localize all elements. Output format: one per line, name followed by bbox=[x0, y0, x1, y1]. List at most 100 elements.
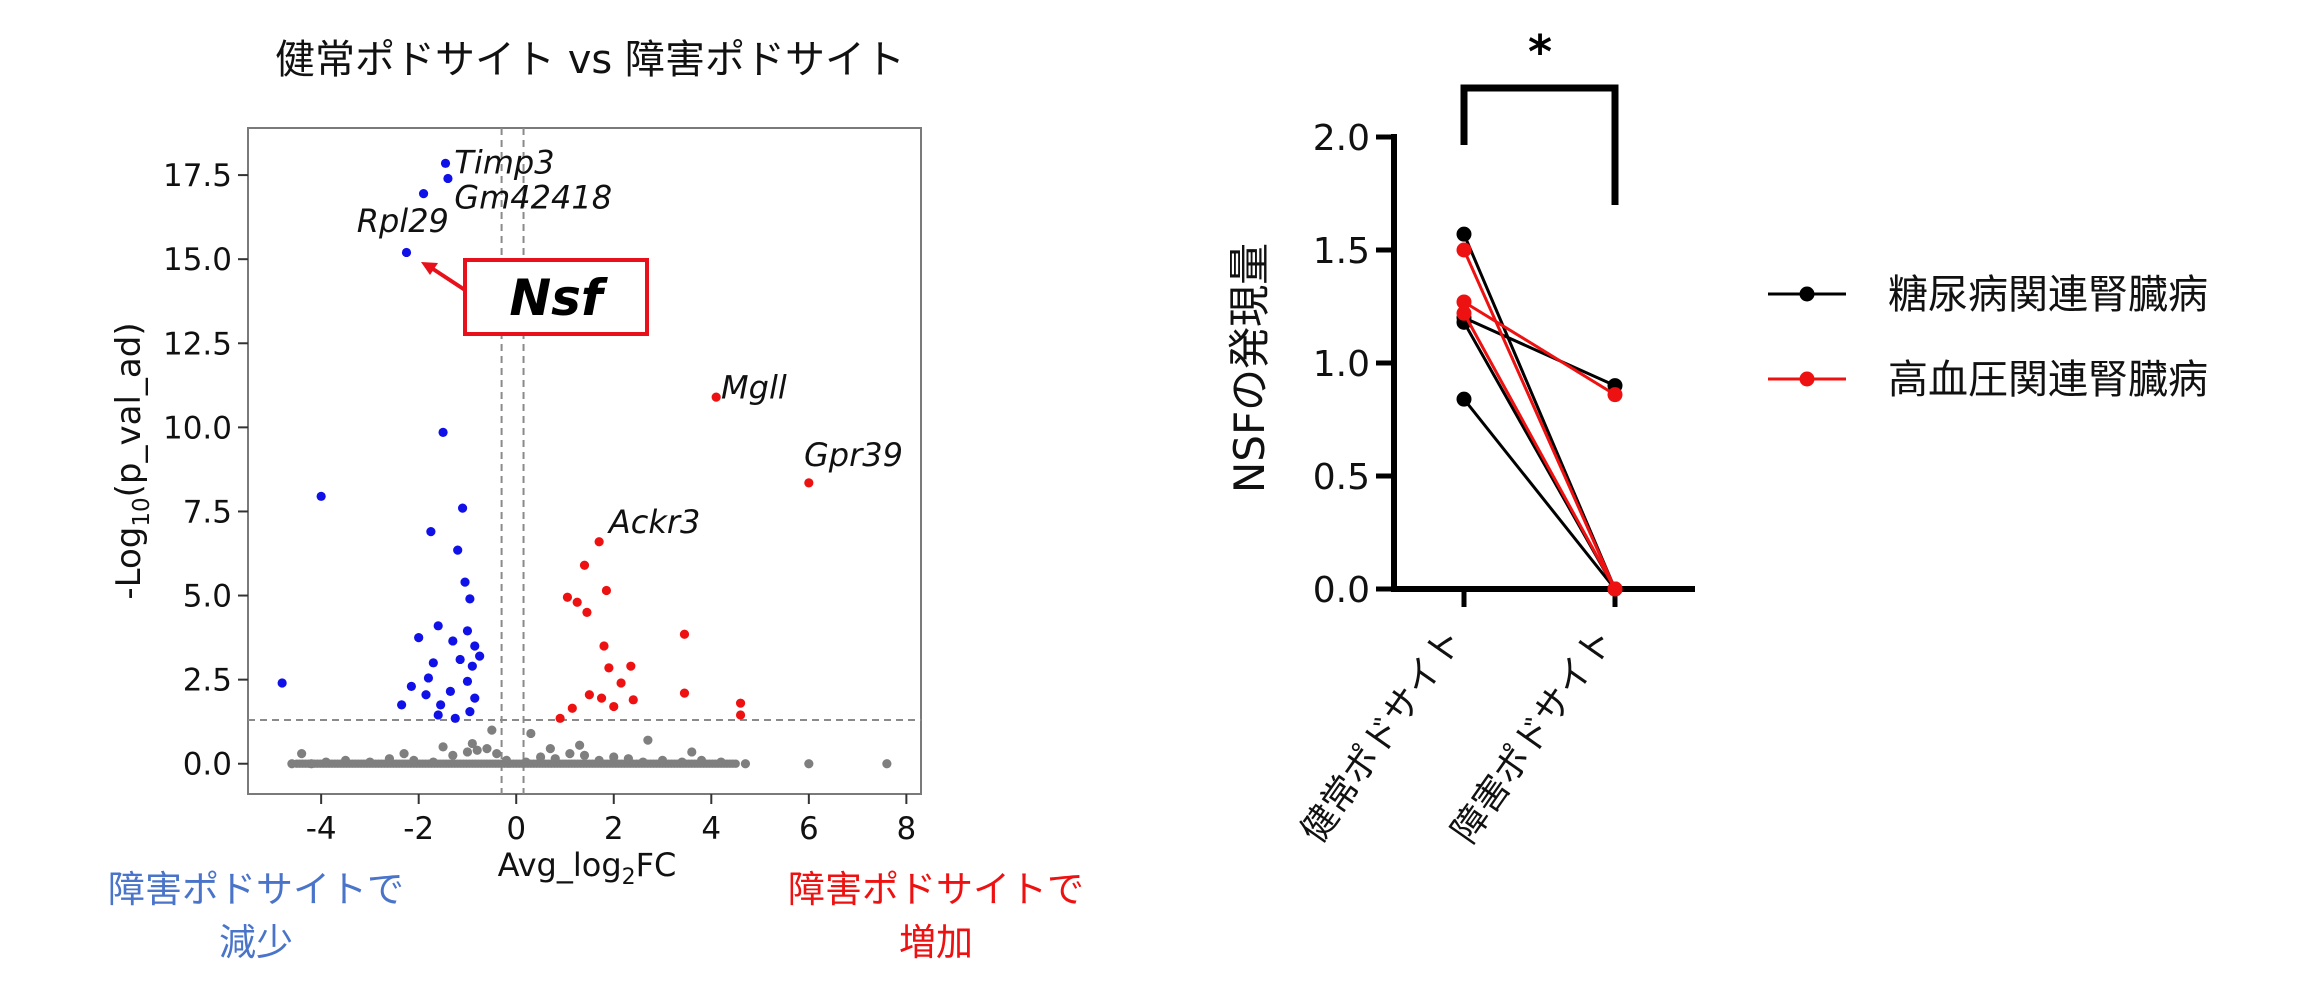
y-tick-label-0: 0.0 bbox=[183, 747, 232, 783]
up-point-21 bbox=[555, 713, 565, 723]
down-point-4 bbox=[316, 491, 326, 501]
ns-point-25 bbox=[677, 757, 687, 767]
ns-point-15 bbox=[521, 757, 531, 767]
ns-point-5 bbox=[365, 757, 375, 767]
ns-point-9 bbox=[448, 750, 458, 760]
ns-point-10 bbox=[462, 747, 473, 757]
up-point-10 bbox=[626, 661, 636, 671]
volcano-points bbox=[277, 158, 892, 769]
up-point-1 bbox=[804, 478, 814, 488]
ns-point-11 bbox=[472, 745, 482, 755]
down-point-20 bbox=[397, 700, 407, 710]
ns-point-26 bbox=[696, 755, 707, 765]
down-point-24 bbox=[445, 686, 455, 697]
ns-point-17 bbox=[550, 754, 560, 764]
nsf-label: Nsf bbox=[509, 269, 608, 327]
ns-point-0 bbox=[297, 749, 307, 759]
up-point-4 bbox=[601, 585, 612, 596]
down-side-label: 障害ポドサイトで 減少 bbox=[108, 868, 404, 964]
down-point-8 bbox=[453, 545, 463, 555]
pair-line-1-0 bbox=[1462, 249, 1617, 590]
paired-y-tick-label-2: 1.0 bbox=[1313, 344, 1370, 385]
ns-point-1 bbox=[287, 759, 297, 769]
down-point-0 bbox=[440, 158, 451, 168]
paired-y-tick-label-0: 0.0 bbox=[1313, 570, 1370, 611]
ns-point-6 bbox=[384, 754, 395, 764]
down-point-22 bbox=[421, 690, 431, 700]
pair-line-0-1 bbox=[1463, 316, 1616, 387]
down-point-28 bbox=[450, 713, 460, 723]
down-point-6 bbox=[457, 503, 468, 513]
ns-point-32 bbox=[526, 728, 536, 739]
legend-label-1: 高血圧関連腎臓病 bbox=[1888, 357, 2208, 403]
up-point-14 bbox=[628, 695, 638, 705]
down-point-15 bbox=[462, 626, 473, 636]
ns-point-27 bbox=[716, 757, 726, 767]
up-point-3 bbox=[579, 560, 590, 570]
x-axis: -4 -2 0 2 4 6 8 bbox=[306, 794, 917, 847]
nsf-arrow bbox=[428, 265, 467, 292]
gene-label-mgll: Mgll bbox=[721, 369, 787, 407]
paired-x-tick-label-0: 健常ポドサイト bbox=[1293, 621, 1471, 851]
ns-point-36 bbox=[438, 742, 448, 752]
volcano-y-label: -Log10(p_val_ad) bbox=[109, 322, 155, 599]
x-tick-label-4: 4 bbox=[701, 811, 721, 847]
gene-label-ackr3: Ackr3 bbox=[607, 503, 701, 541]
ns-point-18 bbox=[565, 749, 575, 759]
up-label-line1: 障害ポドサイトで bbox=[788, 868, 1084, 911]
y-tick-label-2: 5.0 bbox=[183, 579, 232, 615]
pair-line-1-2 bbox=[1462, 312, 1617, 590]
ns-strip-point bbox=[731, 759, 740, 768]
pair-point-before-0-3 bbox=[1456, 391, 1472, 407]
up-point-9 bbox=[679, 629, 690, 639]
ns-point-33 bbox=[467, 738, 477, 749]
legend-label-0: 糖尿病関連腎臓病 bbox=[1888, 272, 2208, 318]
pair-line-0-3 bbox=[1462, 398, 1617, 590]
down-point-13 bbox=[433, 621, 443, 631]
up-point-7 bbox=[582, 607, 592, 617]
x-tick-label-6: 8 bbox=[897, 811, 917, 847]
paired-y-tick-label-1: 0.5 bbox=[1313, 457, 1370, 498]
paired-y-axis: 0.0 0.5 1.0 1.5 2.0 bbox=[1313, 118, 1397, 611]
ns-point-19 bbox=[579, 750, 590, 760]
up-point-16 bbox=[596, 693, 607, 703]
pair-point-after-1-1 bbox=[1607, 387, 1623, 403]
down-point-26 bbox=[470, 693, 480, 703]
down-point-2 bbox=[418, 188, 429, 199]
down-point-14 bbox=[448, 636, 458, 646]
down-point-1 bbox=[443, 173, 453, 184]
down-point-12 bbox=[414, 632, 424, 643]
ns-point-28 bbox=[740, 759, 751, 769]
legend-marker-1 bbox=[1799, 371, 1815, 387]
gene-label-timp3: Timp3 bbox=[454, 143, 554, 181]
ns-point-12 bbox=[482, 743, 492, 754]
ns-point-16 bbox=[536, 752, 546, 762]
down-point-23 bbox=[436, 700, 446, 710]
gene-label-gm42418: Gm42418 bbox=[454, 179, 612, 217]
up-label-line2: 増加 bbox=[899, 921, 973, 964]
ns-point-38 bbox=[687, 747, 697, 757]
nsf-box bbox=[463, 258, 649, 336]
ns-point-24 bbox=[657, 755, 668, 765]
pair-point-after-1-2 bbox=[1607, 581, 1623, 597]
down-point-18 bbox=[455, 654, 465, 665]
ns-point-4 bbox=[340, 755, 351, 765]
x-label-subscript: 2 bbox=[622, 865, 636, 890]
nsf-arrowhead bbox=[421, 262, 438, 275]
up-point-11 bbox=[604, 663, 614, 673]
ns-point-21 bbox=[609, 752, 619, 762]
ns-point-35 bbox=[643, 735, 653, 745]
ns-point-8 bbox=[428, 757, 438, 767]
y-tick-label-3: 7.5 bbox=[183, 494, 232, 530]
x-tick-label-2: 0 bbox=[506, 811, 526, 847]
down-point-21 bbox=[406, 681, 416, 691]
down-point-30 bbox=[423, 673, 434, 683]
down-point-11 bbox=[277, 678, 287, 688]
ns-point-13 bbox=[492, 749, 502, 759]
y-tick-label-4: 10.0 bbox=[163, 410, 232, 446]
y-label-subscript: 10 bbox=[129, 497, 155, 526]
significance-bracket: * bbox=[1460, 25, 1619, 205]
